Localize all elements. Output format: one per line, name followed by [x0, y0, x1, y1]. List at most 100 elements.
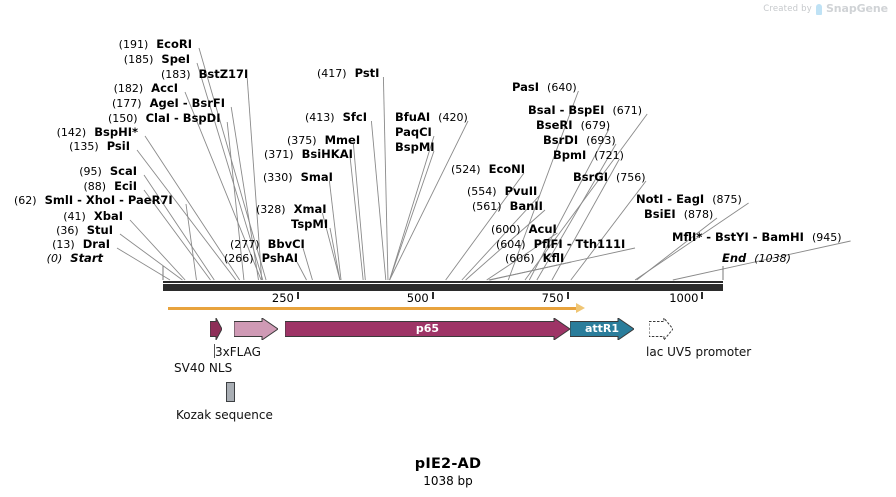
restriction-site-name: ScaI: [109, 164, 137, 178]
orf-arrow-shaft[interactable]: [168, 307, 578, 310]
restriction-site-name: KflI: [542, 251, 565, 265]
restriction-site-position: (875): [712, 193, 742, 206]
feature-arrow-p65[interactable]: [285, 318, 570, 340]
restriction-site-label-bsphI[interactable]: (142) BspHI*: [0, 126, 138, 140]
restriction-site-name: DraI: [82, 237, 110, 251]
restriction-site-label-start[interactable]: (0) Start: [0, 252, 103, 266]
restriction-site-label-kflI[interactable]: (606) KflI: [505, 251, 565, 266]
feature-inline-label-attr1: attR1: [584, 322, 620, 335]
restriction-site-label-sfcI[interactable]: (413) SfcI: [305, 110, 367, 125]
restriction-site-label-smlI[interactable]: (62) SmlI - XhoI - PaeR7I: [14, 193, 173, 208]
restriction-site-name: AgeI - BsrFI: [149, 96, 226, 110]
orf-arrow-head-icon: [576, 303, 585, 313]
restriction-site-label-bsrGI[interactable]: BsrGI (756): [573, 171, 646, 185]
restriction-site-label-smaI[interactable]: (330) SmaI: [263, 170, 333, 185]
restriction-site-label-pasI[interactable]: PasI (640): [512, 81, 577, 95]
restriction-site-label-bsaI[interactable]: BsaI - BspEI (671): [528, 104, 643, 118]
restriction-site-position: (183): [161, 68, 191, 81]
restriction-site-position: (671): [612, 104, 643, 117]
restriction-site-position: (721): [594, 149, 624, 162]
kozak-sequence-label: Kozak sequence: [176, 408, 273, 422]
restriction-site-label-mmeI[interactable]: (375) MmeI: [287, 134, 360, 148]
restriction-site-label-bspMI[interactable]: BspMI: [395, 141, 435, 154]
feature-arrow-3xflag[interactable]: [234, 318, 278, 340]
restriction-site-label-claI[interactable]: (150) ClaI - BspDI: [108, 111, 221, 126]
feature-caption-sv40-nls: SV40 NLS: [174, 361, 233, 375]
restriction-site-position: (62): [14, 194, 37, 207]
restriction-site-label-acuI[interactable]: (600) AcuI: [491, 223, 557, 237]
restriction-site-label-bseRI[interactable]: BseRI (679): [536, 119, 611, 133]
restriction-site-name: ClaI - BspDI: [145, 111, 221, 125]
restriction-site-label-econI[interactable]: (524) EcoNI: [451, 163, 525, 177]
restriction-site-label-paqCI[interactable]: PaqCI: [395, 126, 432, 139]
kozak-sequence-marker[interactable]: [226, 382, 235, 402]
restriction-site-label-pvuII[interactable]: (554) PvuII: [467, 185, 537, 199]
restriction-site-position: (328): [256, 203, 286, 216]
restriction-site-position: (142): [56, 126, 87, 139]
restriction-site-name: AccI: [151, 81, 178, 95]
feature-caption-3xflag: 3xFLAG: [215, 345, 261, 359]
restriction-site-label-stuI[interactable]: (36) StuI: [0, 224, 113, 238]
restriction-site-label-pshAI[interactable]: (266) PshAI: [224, 252, 298, 266]
restriction-site-position: (600): [491, 223, 521, 236]
restriction-site-position: (88): [83, 180, 107, 193]
ruler-tick-label: 250: [271, 291, 294, 305]
restriction-site-name: BanII: [509, 199, 543, 213]
restriction-site-label-eciI[interactable]: (88) EciI: [0, 180, 137, 194]
restriction-site-label-notI[interactable]: NotI - EagI (875): [636, 192, 742, 207]
restriction-site-position: (693): [586, 134, 616, 147]
restriction-site-position: (679): [580, 119, 611, 132]
restriction-site-position: (604): [496, 238, 526, 251]
restriction-site-position: (36): [56, 224, 79, 237]
restriction-site-position: (1038): [754, 252, 791, 265]
restriction-site-position: (640): [547, 81, 577, 94]
snapgene-logo-icon: [815, 4, 822, 15]
restriction-site-position: (417): [317, 67, 347, 80]
restriction-site-name: SmaI: [300, 170, 333, 184]
feature-arrow-shape: [285, 318, 570, 340]
restriction-site-position: (150): [108, 112, 138, 125]
restriction-site-label-bstZ17I[interactable]: (183) BstZ17I: [161, 68, 248, 82]
restriction-site-label-mflI[interactable]: MflI* - BstYI - BamHI (945): [672, 231, 842, 245]
restriction-site-label-psiI[interactable]: (135) PsiI: [0, 140, 130, 154]
restriction-site-name: BfuAI: [395, 110, 431, 124]
restriction-site-label-bsrDI[interactable]: BsrDI (693): [543, 134, 616, 148]
restriction-site-label-draI[interactable]: (13) DraI: [0, 237, 110, 252]
restriction-site-label-end[interactable]: End (1038): [722, 252, 791, 266]
restriction-site-label-scaI[interactable]: (95) ScaI: [0, 164, 137, 179]
ruler-tick: [566, 292, 569, 299]
restriction-site-label-bfuAI[interactable]: BfuAI (420): [395, 110, 468, 125]
ruler-tick: [701, 292, 704, 299]
page-title: pIE2-AD: [414, 456, 482, 472]
restriction-site-label-ageI[interactable]: (177) AgeI - BsrFI: [112, 96, 226, 111]
restriction-site-label-bpmI[interactable]: BpmI (721): [553, 149, 624, 163]
restriction-site-name: NotI - EagI: [636, 192, 705, 206]
restriction-site-name: SfcI: [342, 110, 367, 124]
feature-arrow-shape: [649, 318, 673, 340]
feature-arrow-sv40-nls[interactable]: [210, 318, 222, 340]
restriction-site-label-bsiEI[interactable]: BsiEI (878): [644, 208, 714, 222]
restriction-site-label-bbvCI[interactable]: (277) BbvCI: [230, 238, 305, 252]
restriction-site-position: (413): [305, 111, 335, 124]
restriction-site-label-xbaI[interactable]: (41) XbaI: [0, 210, 123, 224]
restriction-site-label-ecoRI[interactable]: (191) EcoRI: [0, 37, 192, 52]
feature-arrow-shape: [570, 318, 634, 340]
restriction-site-name: PflFI - Tth111I: [533, 237, 626, 251]
restriction-site-label-xmaI[interactable]: (328) XmaI: [256, 203, 327, 217]
sequence-backbone[interactable]: [163, 284, 723, 291]
feature-arrow-lac-uv5-promoter[interactable]: [649, 318, 673, 340]
feature-arrow-attr1[interactable]: [570, 318, 634, 340]
restriction-site-position: (13): [52, 238, 75, 251]
restriction-site-label-accI[interactable]: (182) AccI: [0, 81, 178, 96]
restriction-site-name: SmlI - XhoI - PaeR7I: [44, 193, 173, 207]
restriction-site-position: (606): [505, 252, 535, 265]
restriction-site-label-banII[interactable]: (561) BanII: [472, 199, 543, 214]
restriction-site-label-pstI[interactable]: (417) PstI: [317, 67, 379, 81]
restriction-site-position: (561): [472, 200, 502, 213]
restriction-site-name: EcoRI: [156, 37, 192, 51]
restriction-site-label-speI[interactable]: (185) SpeI: [0, 53, 190, 67]
restriction-site-label-tspMI[interactable]: TspMI: [291, 218, 328, 231]
restriction-site-position: (878): [683, 208, 714, 221]
restriction-site-label-pflFI[interactable]: (604) PflFI - Tth111I: [496, 237, 626, 252]
restriction-site-label-bsiHKAI[interactable]: (371) BsiHKAI: [264, 148, 353, 162]
